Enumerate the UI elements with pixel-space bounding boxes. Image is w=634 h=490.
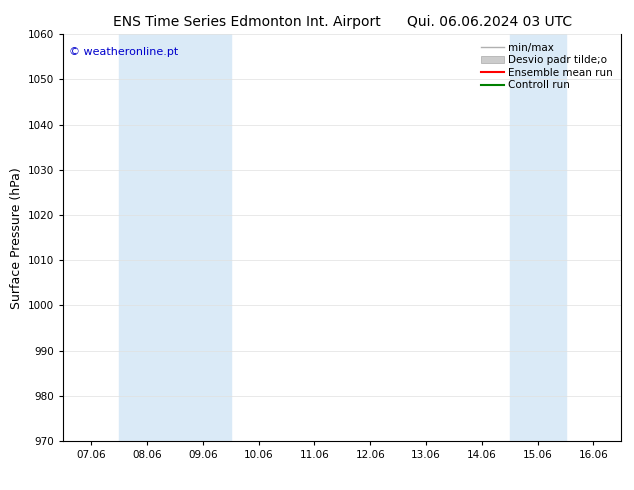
Title: ENS Time Series Edmonton Int. Airport      Qui. 06.06.2024 03 UTC: ENS Time Series Edmonton Int. Airport Qu… bbox=[113, 15, 572, 29]
Bar bbox=[510, 34, 566, 441]
Text: © weatheronline.pt: © weatheronline.pt bbox=[69, 47, 178, 56]
Y-axis label: Surface Pressure (hPa): Surface Pressure (hPa) bbox=[10, 167, 23, 309]
Legend: min/max, Desvio padr tilde;o, Ensemble mean run, Controll run: min/max, Desvio padr tilde;o, Ensemble m… bbox=[478, 40, 616, 94]
Bar bbox=[119, 34, 231, 441]
